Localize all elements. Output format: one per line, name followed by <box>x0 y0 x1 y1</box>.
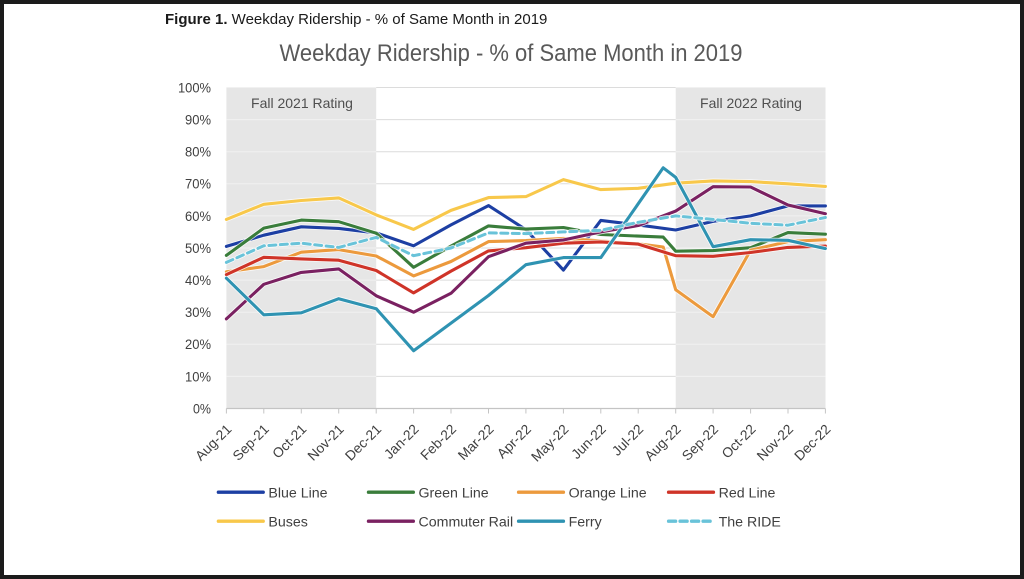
svg-text:Commuter Rail: Commuter Rail <box>419 514 514 530</box>
svg-text:70%: 70% <box>185 176 211 192</box>
svg-text:60%: 60% <box>185 208 211 224</box>
svg-text:Ferry: Ferry <box>569 514 603 530</box>
svg-text:30%: 30% <box>185 304 211 320</box>
svg-text:0%: 0% <box>193 400 211 416</box>
svg-text:Mar-22: Mar-22 <box>455 422 497 464</box>
svg-text:Weekday Ridership - % of Same: Weekday Ridership - % of Same Month in 2… <box>280 40 743 67</box>
svg-text:50%: 50% <box>185 240 211 256</box>
svg-text:40%: 40% <box>185 272 211 288</box>
svg-text:Jan-22: Jan-22 <box>381 422 421 462</box>
svg-text:Sep-22: Sep-22 <box>679 422 721 464</box>
svg-text:May-22: May-22 <box>528 422 571 465</box>
svg-text:The RIDE: The RIDE <box>719 514 781 530</box>
svg-text:Figure 1. Weekday Ridership -: Figure 1. Weekday Ridership - % of Same … <box>165 11 547 28</box>
svg-text:Dec-22: Dec-22 <box>791 422 833 464</box>
svg-text:10%: 10% <box>185 368 211 384</box>
svg-text:Nov-21: Nov-21 <box>305 422 347 464</box>
svg-text:Dec-21: Dec-21 <box>342 422 384 464</box>
svg-text:Orange Line: Orange Line <box>569 485 647 501</box>
svg-text:Apr-22: Apr-22 <box>494 422 534 462</box>
svg-text:Green Line: Green Line <box>419 485 489 501</box>
svg-text:20%: 20% <box>185 336 211 352</box>
svg-text:Fall 2021 Rating: Fall 2021 Rating <box>251 95 353 111</box>
svg-text:Feb-22: Feb-22 <box>418 422 460 464</box>
svg-text:Fall 2022 Rating: Fall 2022 Rating <box>700 95 802 111</box>
svg-text:80%: 80% <box>185 144 211 160</box>
svg-text:Aug-21: Aug-21 <box>192 422 234 464</box>
svg-text:100%: 100% <box>178 79 211 95</box>
svg-text:Red Line: Red Line <box>719 485 776 501</box>
svg-text:Oct-22: Oct-22 <box>719 422 759 462</box>
svg-text:Blue Line: Blue Line <box>268 485 327 501</box>
svg-text:Aug-22: Aug-22 <box>642 422 684 464</box>
svg-text:Nov-22: Nov-22 <box>754 422 796 464</box>
svg-text:Buses: Buses <box>268 514 307 530</box>
svg-text:Oct-21: Oct-21 <box>270 422 310 462</box>
svg-text:Sep-21: Sep-21 <box>230 422 272 464</box>
svg-text:Jun-22: Jun-22 <box>568 422 608 462</box>
svg-text:90%: 90% <box>185 112 211 128</box>
